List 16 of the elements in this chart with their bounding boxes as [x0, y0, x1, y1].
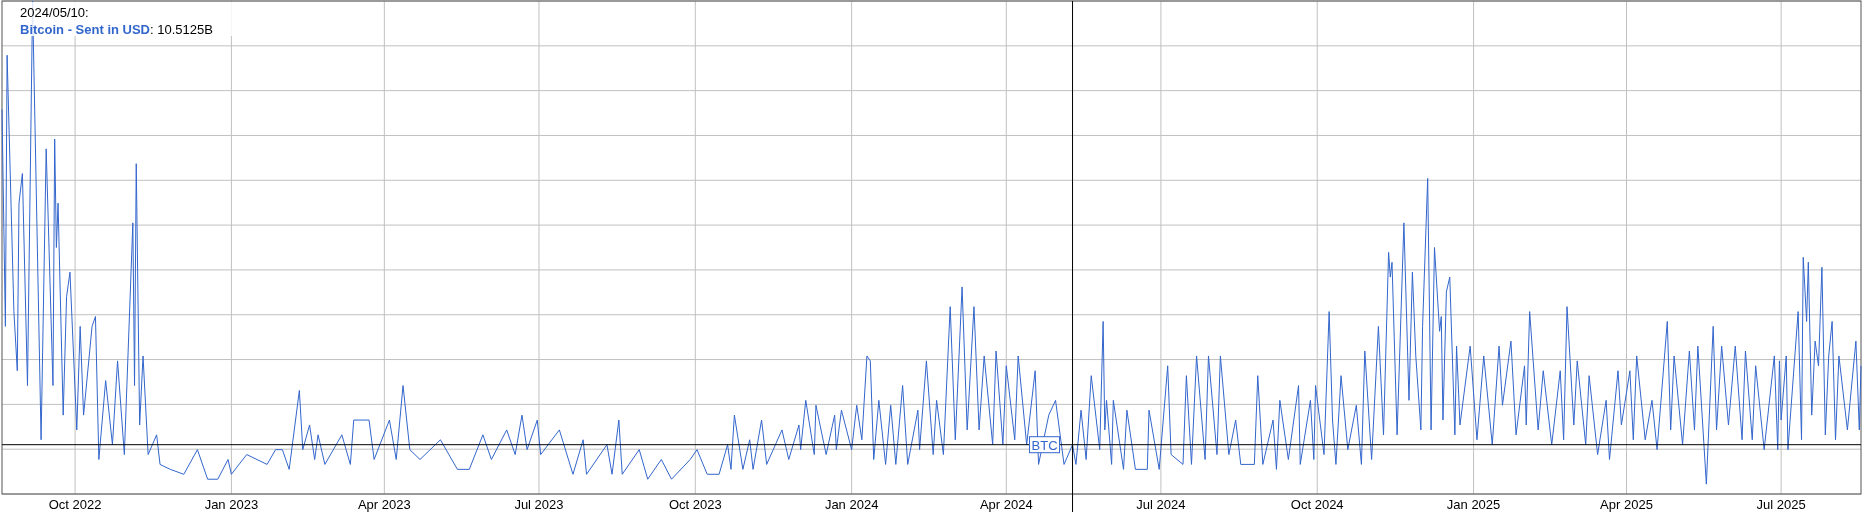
series-label: Bitcoin - Sent in USD	[20, 22, 150, 37]
x-tick-label: Oct 2023	[668, 497, 722, 512]
x-tick-label: Jan 2023	[204, 497, 259, 512]
ref-line-label: BTC	[1031, 437, 1058, 453]
x-tick-label: Apr 2025	[1600, 497, 1653, 512]
annotation: 2024/05/10:	[20, 5, 89, 20]
x-tick-label: Jul 2024	[1136, 497, 1186, 512]
x-tick-label: Oct 2024	[1290, 497, 1344, 512]
x-tick-label: Apr 2023	[357, 497, 411, 512]
x-tick-label: Jan 2025	[1446, 497, 1501, 512]
x-tick-label: Jul 2023	[514, 497, 564, 512]
x-tick-label: Jan 2024	[824, 497, 879, 512]
annotation: : 10.5125B	[150, 22, 213, 37]
x-tick-label: Oct 2022	[48, 497, 102, 512]
x-tick-label: Apr 2024	[979, 497, 1033, 512]
x-tick-label: Jul 2025	[1756, 497, 1806, 512]
